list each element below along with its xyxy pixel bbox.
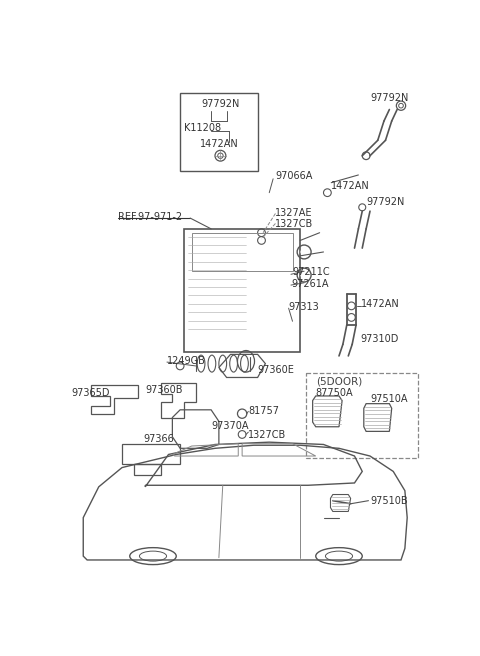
Text: 97792N: 97792N	[202, 99, 240, 109]
Circle shape	[360, 206, 364, 209]
Text: 97360E: 97360E	[258, 365, 295, 375]
Text: 97792N: 97792N	[366, 197, 405, 207]
Circle shape	[364, 154, 368, 157]
Text: K11208: K11208	[184, 123, 221, 133]
Text: 97261A: 97261A	[291, 279, 328, 289]
Circle shape	[240, 411, 244, 416]
Text: 97366: 97366	[144, 434, 174, 445]
Circle shape	[260, 239, 264, 242]
Text: (5DOOR): (5DOOR)	[316, 377, 362, 386]
Bar	[184, 229, 300, 352]
Text: 1472AN: 1472AN	[360, 299, 399, 309]
Bar	[306, 373, 418, 458]
Text: 97211C: 97211C	[292, 268, 330, 277]
Bar	[192, 233, 292, 271]
Circle shape	[240, 432, 244, 436]
Text: 1327AE: 1327AE	[276, 208, 313, 218]
Text: 97310D: 97310D	[360, 335, 399, 344]
Text: 97365D: 97365D	[72, 388, 110, 398]
Circle shape	[349, 304, 353, 308]
Bar	[180, 92, 258, 171]
Text: 87750A: 87750A	[316, 388, 353, 398]
Circle shape	[260, 231, 264, 235]
Text: 97510A: 97510A	[370, 394, 408, 404]
Text: REF.97-971-2: REF.97-971-2	[118, 212, 182, 222]
Text: 97370A: 97370A	[211, 421, 249, 432]
Circle shape	[301, 249, 307, 255]
Text: 1249GB: 1249GB	[167, 356, 206, 366]
Circle shape	[349, 316, 353, 319]
Text: 97510B: 97510B	[370, 496, 408, 506]
Text: 97360B: 97360B	[145, 385, 183, 395]
Text: 1472AN: 1472AN	[331, 181, 370, 191]
Text: 97066A: 97066A	[276, 171, 313, 181]
Text: 1472AN: 1472AN	[200, 139, 238, 149]
Text: 1327CB: 1327CB	[276, 219, 314, 229]
Text: 97792N: 97792N	[370, 92, 408, 102]
Text: 97313: 97313	[288, 302, 319, 312]
Circle shape	[325, 191, 329, 195]
Circle shape	[178, 364, 182, 368]
Text: 1327CB: 1327CB	[248, 430, 287, 440]
Circle shape	[301, 272, 307, 278]
Text: 81757: 81757	[248, 406, 279, 416]
